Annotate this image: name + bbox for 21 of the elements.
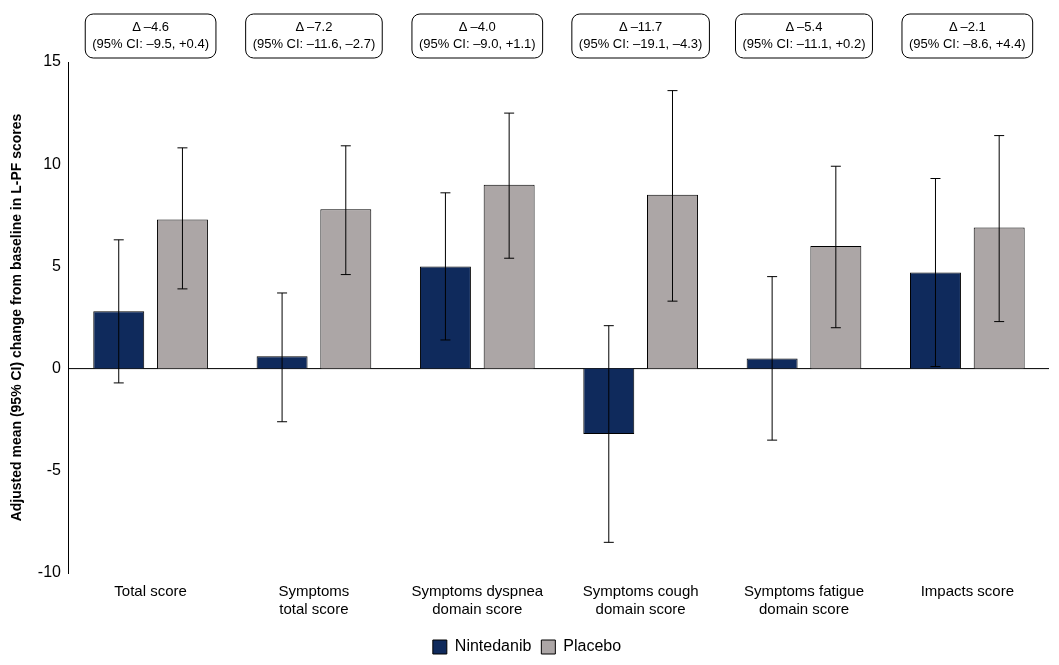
text: Δ –4.0 (95% CI: –9.0, +1.1) xyxy=(418,19,536,52)
x-tick-label: Symptoms dyspnea domain score xyxy=(411,582,544,618)
y-tick-label: 5 xyxy=(52,256,62,274)
y-tick-label: -5 xyxy=(46,461,62,479)
x-tick-label: Symptoms total score xyxy=(278,582,350,618)
text: Δ –5.4 (95% CI: –11.1, +0.2) xyxy=(742,19,866,52)
text: Δ –7.2 (95% CI: –11.6, –2.7) xyxy=(252,19,376,52)
x-tick-label: Impacts score xyxy=(920,582,1015,600)
y-tick-label: 0 xyxy=(52,359,62,377)
x-tick-label: Total score xyxy=(114,582,187,600)
y-axis-title: Adjusted mean (95% CI) change from baseline in L-PF scores xyxy=(8,113,25,522)
y-tick-label: -10 xyxy=(37,563,62,581)
x-tick-label: Symptoms cough domain score xyxy=(582,582,699,618)
y-tick-label: 15 xyxy=(43,52,62,70)
legend-label: Placebo xyxy=(563,637,622,655)
x-tick-label: Symptoms fatigue domain score xyxy=(743,582,865,618)
legend-label: Nintedanib xyxy=(454,637,532,655)
text: Δ –11.7 (95% CI: –19.1, –4.3) xyxy=(578,19,703,52)
text: Δ –2.1 (95% CI: –8.6, +4.4) xyxy=(908,19,1026,52)
y-tick-label: 10 xyxy=(43,154,62,172)
text: Δ –4.6 (95% CI: –9.5, +0.4) xyxy=(92,19,209,52)
